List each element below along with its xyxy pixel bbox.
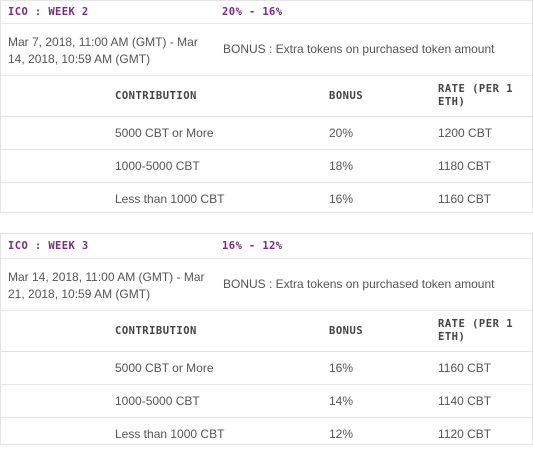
bonus-table: CONTRIBUTION BONUS RATE (PER 1 ETH) 5000… — [1, 311, 532, 450]
bonus-table: CONTRIBUTION BONUS RATE (PER 1 ETH) 5000… — [1, 76, 532, 215]
phase-bonus-range: 16% - 12% — [222, 240, 283, 252]
cell-contribution: 5000 CBT or More — [115, 126, 214, 140]
column-header-contribution: CONTRIBUTION — [115, 90, 197, 102]
cell-bonus: 20% — [329, 126, 354, 140]
phase-name: ICO : WEEK 3 — [8, 240, 89, 252]
cell-bonus: 16% — [329, 361, 354, 375]
bonus-note: BONUS : Extra tokens on purchased token … — [223, 277, 495, 291]
phase-name: ICO : WEEK 2 — [8, 6, 89, 18]
column-header-rate: RATE (PER 1 ETH) — [438, 83, 514, 108]
phase-header: ICO : WEEK 2 20% - 16% — [1, 0, 532, 24]
cell-bonus: 16% — [329, 192, 354, 206]
cell-rate: 1200 CBT — [438, 126, 493, 140]
cell-contribution: 5000 CBT or More — [115, 361, 214, 375]
bonus-note: BONUS : Extra tokens on purchased token … — [223, 42, 495, 56]
cell-bonus: 18% — [329, 159, 354, 173]
cell-rate: 1140 CBT — [438, 394, 492, 408]
column-header-bonus: BONUS — [329, 90, 364, 102]
cell-rate: 1120 CBT — [438, 427, 492, 441]
table-row: 1000-5000 CBT 14% 1140 CBT — [1, 385, 532, 418]
cell-contribution: 1000-5000 CBT — [115, 159, 200, 173]
cell-contribution: Less than 1000 CBT — [115, 427, 225, 441]
phase-info-row: Mar 14, 2018, 11:00 AM (GMT) - Mar 21, 2… — [1, 258, 532, 311]
cell-rate: 1180 CBT — [438, 159, 492, 173]
table-row: 5000 CBT or More 20% 1200 CBT — [1, 117, 532, 150]
column-header-rate: RATE (PER 1 ETH) — [438, 318, 514, 343]
table-header: CONTRIBUTION BONUS RATE (PER 1 ETH) — [1, 311, 532, 352]
column-header-contribution: CONTRIBUTION — [115, 325, 197, 337]
table-row: Less than 1000 CBT 16% 1160 CBT — [1, 183, 532, 215]
phase-header: ICO : WEEK 3 16% - 12% — [1, 234, 532, 259]
ico-phase-card-week-3: ICO : WEEK 3 16% - 12% Mar 14, 2018, 11:… — [0, 233, 533, 445]
table-row: Less than 1000 CBT 12% 1120 CBT — [1, 418, 532, 450]
cell-contribution: Less than 1000 CBT — [115, 192, 225, 206]
phase-dates: Mar 14, 2018, 11:00 AM (GMT) - Mar 21, 2… — [8, 270, 205, 301]
ico-phase-card-week-2: ICO : WEEK 2 20% - 16% Mar 7, 2018, 11:0… — [0, 0, 533, 213]
cell-contribution: 1000-5000 CBT — [115, 394, 200, 408]
phase-info-row: Mar 7, 2018, 11:00 AM (GMT) - Mar 14, 20… — [1, 23, 532, 76]
cell-rate: 1160 CBT — [438, 361, 492, 375]
cell-bonus: 14% — [329, 394, 354, 408]
phase-dates: Mar 7, 2018, 11:00 AM (GMT) - Mar 14, 20… — [8, 35, 198, 66]
table-header: CONTRIBUTION BONUS RATE (PER 1 ETH) — [1, 76, 532, 117]
cell-bonus: 12% — [329, 427, 354, 441]
column-header-bonus: BONUS — [329, 325, 364, 337]
phase-bonus-range: 20% - 16% — [222, 6, 283, 18]
cell-rate: 1160 CBT — [438, 192, 492, 206]
table-row: 1000-5000 CBT 18% 1180 CBT — [1, 150, 532, 183]
table-row: 5000 CBT or More 16% 1160 CBT — [1, 352, 532, 385]
